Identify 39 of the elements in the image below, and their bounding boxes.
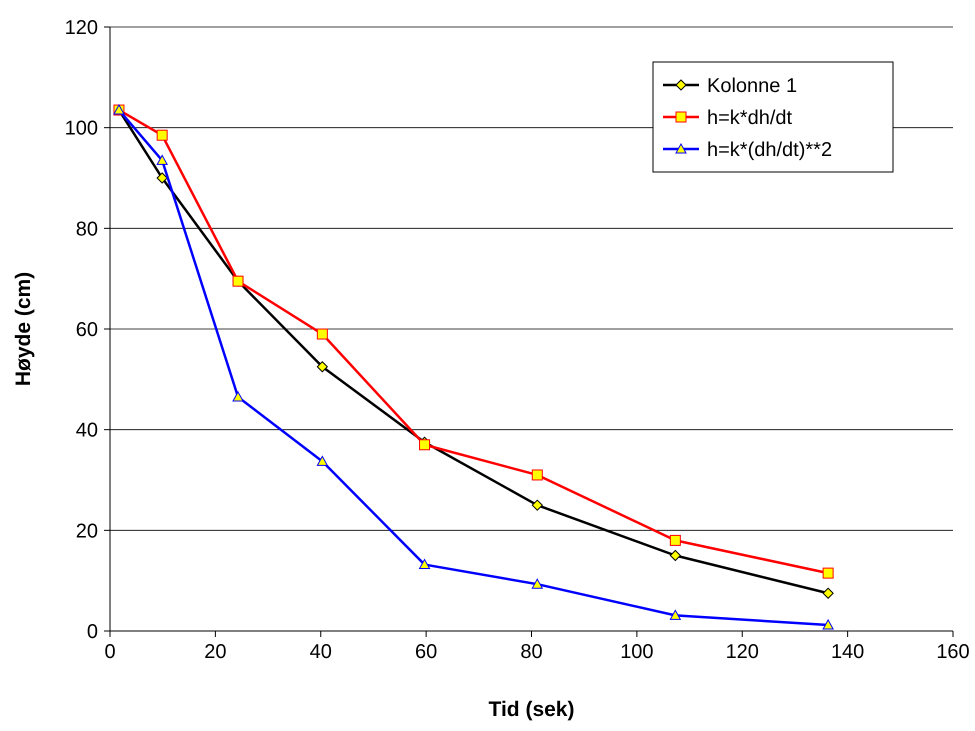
y-tick-label: 80 (76, 218, 98, 240)
point (532, 578, 543, 589)
point (316, 361, 328, 372)
point (419, 559, 430, 570)
point (670, 610, 681, 620)
point (156, 130, 168, 141)
y-tick-label: 20 (76, 520, 98, 542)
y-axis-title: Høyde (cm) (12, 272, 35, 386)
x-tick-label: 40 (310, 641, 332, 663)
point (232, 391, 244, 402)
legend-label: Kolonne 1 (707, 75, 798, 97)
x-tick-label: 80 (520, 641, 543, 663)
x-tick-label: 120 (726, 641, 759, 663)
y-tick-label: 120 (64, 17, 98, 39)
point (822, 588, 834, 599)
x-tick-label: 0 (104, 641, 116, 663)
x-tick-label: 140 (830, 641, 864, 663)
point (822, 568, 834, 579)
point (822, 619, 834, 630)
point (532, 500, 543, 511)
x-axis-title: Tid (sek) (488, 698, 574, 721)
point (532, 469, 543, 480)
point (316, 456, 328, 466)
point (670, 550, 681, 561)
y-tick-label: 40 (76, 420, 98, 442)
point (156, 172, 168, 184)
point (156, 154, 168, 165)
y-tick-label: 60 (76, 319, 98, 341)
x-tick-label: 160 (936, 641, 970, 663)
x-tick-label: 100 (620, 641, 654, 663)
y-tick-label: 100 (64, 118, 98, 140)
legend-label: h=k*(dh/dt)**2 (707, 139, 832, 161)
point (670, 534, 681, 546)
point (316, 328, 328, 340)
x-tick-label: 20 (204, 641, 226, 663)
legend-label: h=k*dh/dt (707, 107, 793, 129)
y-tick-label: 0 (86, 621, 98, 643)
x-tick-label: 60 (415, 641, 438, 663)
point (419, 439, 430, 450)
